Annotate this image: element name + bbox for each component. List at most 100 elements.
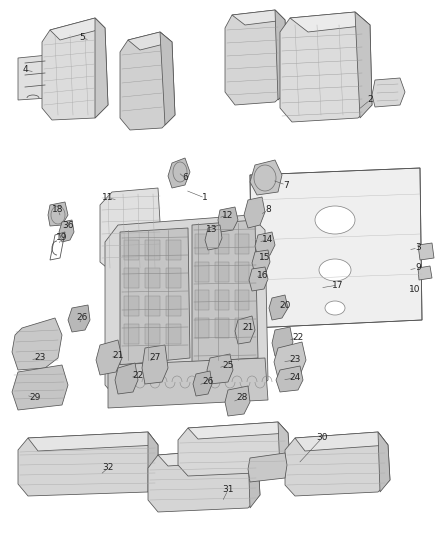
Text: 28: 28 (237, 393, 247, 402)
Bar (124, 268, 139, 288)
Bar (215, 290, 229, 310)
Bar (124, 240, 139, 260)
Text: 20: 20 (279, 301, 291, 310)
Ellipse shape (315, 206, 355, 234)
Text: 26: 26 (76, 313, 88, 322)
Bar (166, 324, 181, 344)
Polygon shape (280, 12, 372, 122)
Polygon shape (207, 354, 233, 384)
Text: 25: 25 (223, 360, 234, 369)
Text: 11: 11 (102, 193, 114, 203)
Bar (145, 324, 160, 344)
Text: 31: 31 (222, 486, 234, 495)
Text: 18: 18 (52, 206, 64, 214)
Polygon shape (295, 432, 388, 451)
Bar (145, 240, 160, 260)
Bar (124, 296, 139, 316)
Text: 36: 36 (62, 221, 74, 230)
Text: 27: 27 (149, 353, 161, 362)
Text: 1: 1 (202, 193, 208, 203)
Bar (145, 296, 160, 316)
Polygon shape (42, 18, 108, 120)
Text: 3: 3 (415, 244, 421, 253)
Polygon shape (115, 363, 138, 394)
Bar (145, 268, 160, 288)
Text: 14: 14 (262, 236, 274, 245)
Polygon shape (232, 10, 285, 25)
Polygon shape (355, 12, 372, 118)
Bar (195, 318, 209, 338)
Ellipse shape (319, 259, 351, 281)
Polygon shape (18, 432, 158, 496)
Bar (215, 262, 229, 282)
Text: 22: 22 (132, 370, 144, 379)
Polygon shape (290, 12, 370, 32)
Polygon shape (418, 266, 432, 280)
Text: 21: 21 (112, 351, 124, 359)
Text: 32: 32 (102, 464, 114, 472)
Text: 4: 4 (22, 66, 28, 75)
Polygon shape (100, 188, 162, 272)
Polygon shape (12, 318, 62, 370)
Text: 12: 12 (223, 211, 234, 220)
Polygon shape (272, 327, 293, 356)
Bar (195, 290, 209, 310)
Bar (235, 234, 249, 254)
Polygon shape (244, 197, 265, 228)
Polygon shape (250, 160, 282, 195)
Text: 5: 5 (79, 34, 85, 43)
Bar (166, 296, 181, 316)
Polygon shape (269, 295, 288, 320)
Ellipse shape (325, 301, 345, 315)
Polygon shape (128, 32, 172, 50)
Polygon shape (28, 432, 158, 451)
Text: 23: 23 (290, 356, 301, 365)
Text: 7: 7 (283, 181, 289, 190)
Text: 15: 15 (259, 254, 271, 262)
Text: 19: 19 (56, 233, 68, 243)
Polygon shape (148, 432, 158, 492)
Text: 16: 16 (257, 271, 269, 279)
Text: 10: 10 (409, 286, 421, 295)
Polygon shape (178, 422, 290, 476)
Text: 8: 8 (265, 206, 271, 214)
Text: 9: 9 (415, 263, 421, 272)
Polygon shape (192, 220, 258, 362)
Bar (166, 268, 181, 288)
Polygon shape (255, 232, 275, 258)
Polygon shape (274, 342, 306, 378)
Polygon shape (48, 202, 68, 226)
Text: 6: 6 (182, 174, 188, 182)
Polygon shape (168, 158, 190, 188)
Text: 13: 13 (206, 225, 218, 235)
Text: 24: 24 (290, 374, 300, 383)
Polygon shape (12, 365, 68, 410)
Bar (195, 262, 209, 282)
Polygon shape (235, 316, 255, 344)
Polygon shape (120, 228, 190, 365)
Text: 17: 17 (332, 280, 344, 289)
Text: 21: 21 (242, 324, 254, 333)
Text: 2: 2 (367, 95, 373, 104)
Polygon shape (160, 32, 175, 125)
Bar (215, 234, 229, 254)
Polygon shape (18, 55, 52, 100)
Polygon shape (225, 386, 250, 416)
Polygon shape (252, 250, 270, 274)
Polygon shape (225, 10, 288, 105)
Bar (195, 234, 209, 254)
Polygon shape (285, 432, 390, 496)
Polygon shape (205, 225, 222, 250)
Polygon shape (142, 345, 168, 384)
Polygon shape (276, 366, 303, 392)
Polygon shape (249, 267, 268, 291)
Bar (235, 318, 249, 338)
Polygon shape (278, 422, 290, 472)
Bar (215, 318, 229, 338)
Bar (166, 240, 181, 260)
Polygon shape (218, 207, 238, 232)
Polygon shape (378, 432, 390, 492)
Text: 30: 30 (316, 433, 328, 442)
Polygon shape (68, 305, 90, 332)
Polygon shape (248, 448, 260, 508)
